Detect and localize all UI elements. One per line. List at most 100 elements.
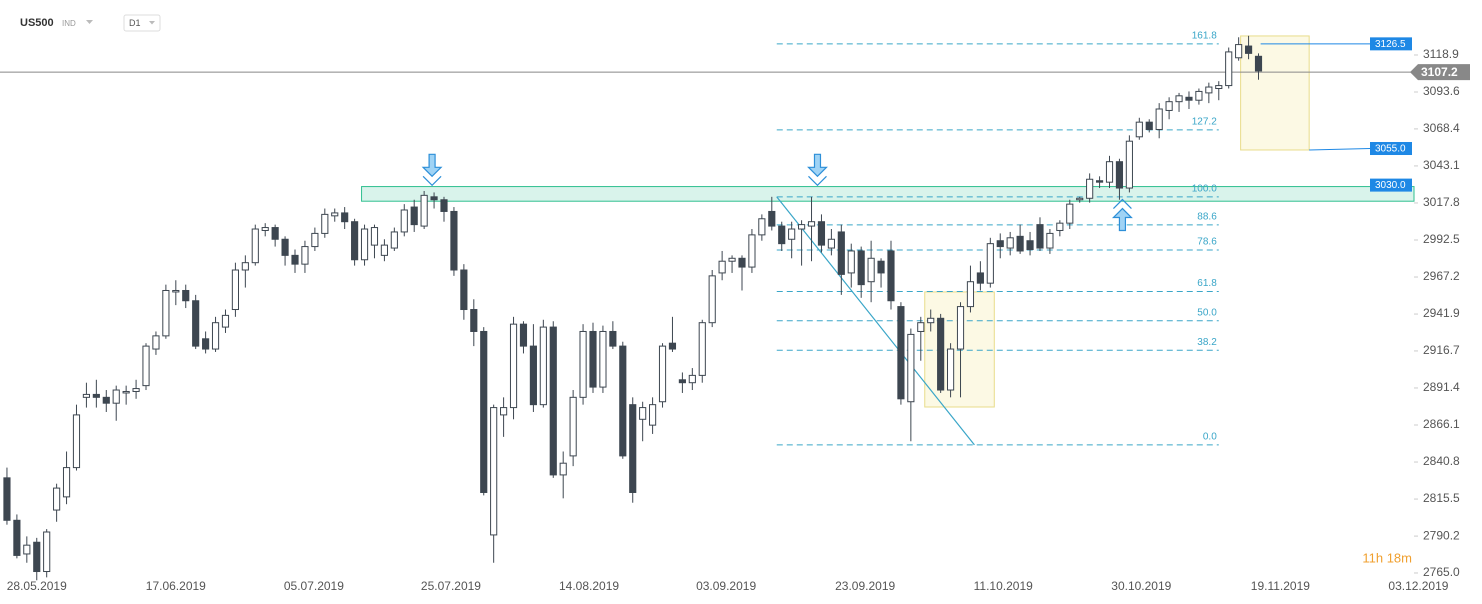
fib-label: 0.0 [1203,432,1217,443]
x-tick-label: 19.11.2019 [1251,579,1310,593]
candle-body [351,221,359,261]
y-tick-label: 2790.2 [1423,528,1460,542]
candle-body [847,250,855,274]
candle-body [1145,121,1153,130]
candle-body [410,206,418,226]
candle-body [768,210,776,227]
price-tag-label: 3055.0 [1375,144,1406,155]
x-tick-label: 14.08.2019 [559,579,619,593]
candle-body [241,262,249,271]
candle-body [420,194,428,227]
candle-body [798,224,806,230]
candle-body [1096,180,1104,183]
candle-body [837,231,845,275]
candle-body [758,218,766,236]
tag-connector [1309,148,1371,151]
candle-body [341,212,349,223]
arrow-marker [1111,207,1133,232]
candle-body [1185,96,1193,101]
price-tag-label: 3126.5 [1375,39,1406,50]
candle-body [33,541,41,573]
candle-body [480,330,488,493]
symbol: US500 [20,17,54,29]
candle-body [360,228,369,261]
candle-body [500,407,508,416]
candle-body [539,326,547,406]
candle-body [400,209,408,233]
candle-body [1016,235,1024,252]
candle-body [380,244,388,256]
candle-body [43,531,51,573]
candle-body [122,390,130,394]
candle-body [172,289,180,293]
arrow-chevron [808,175,827,187]
candle-body [947,348,955,391]
candle-body [748,234,756,268]
candle-body [72,414,81,469]
candle-body [271,227,279,240]
arrow-chevron [1113,198,1132,209]
candle-body [956,306,965,350]
candle-body [440,199,448,212]
candle-body [182,289,190,302]
x-tick-label: 17.06.2019 [146,579,206,593]
price-tag [1370,142,1412,156]
x-tick-label: 03.09.2019 [696,579,756,593]
candle-body [708,275,716,324]
candle-body [1195,90,1203,101]
current-price-label: 3107.2 [1421,65,1458,79]
candle-body [1066,203,1074,224]
candle-body [1125,140,1133,189]
candle-body [1036,224,1044,249]
candle-body [976,272,984,284]
candle-body [966,281,975,308]
x-tick-label: 11.10.2019 [974,579,1033,593]
candle-body [92,393,100,398]
candle-body [231,269,239,311]
candle-body [202,338,210,350]
candle-body [221,314,230,328]
y-tick-label: 3043.1 [1423,158,1460,172]
candle-body [112,389,120,404]
candle-body [937,317,945,391]
candle-body [331,212,339,217]
candle-body [370,227,379,246]
candle-body [311,232,319,248]
candle-body [788,228,796,240]
candle-body [589,330,597,388]
candle-body [301,246,309,265]
fib-label: 161.8 [1192,31,1217,42]
candle-body [897,306,905,400]
x-tick-label: 23.09.2019 [835,579,895,593]
candle-body [1175,95,1183,103]
candle-body [1076,197,1084,201]
candle-body [519,323,528,347]
candle-body [281,238,289,256]
candle-body [192,300,200,347]
candle-body [658,345,667,403]
candle-body [867,257,875,283]
dropdown-caret[interactable] [86,20,93,24]
fib-label: 127.2 [1192,117,1217,128]
candle-body [718,260,726,274]
candle-body [82,393,90,398]
fib-label: 50.0 [1197,307,1217,318]
candle-body [569,396,577,457]
current-price-tag [1410,64,1470,81]
candle-body [142,345,150,387]
candle-body [609,330,617,347]
y-tick-label: 2967.2 [1423,269,1460,283]
y-tick-label: 2840.8 [1423,454,1460,468]
price-tag-label: 3030.0 [1375,180,1406,191]
candle-body [450,210,458,271]
instrument-type: IND [62,19,76,28]
candle-body [649,404,657,426]
candle-body [728,257,736,262]
arrow-chevron [422,175,442,187]
interval: D1 [129,18,141,28]
candle-body [1155,108,1163,130]
candle-body [1046,232,1054,249]
interval-button[interactable] [123,14,161,32]
y-tick-label: 2992.5 [1423,232,1460,246]
